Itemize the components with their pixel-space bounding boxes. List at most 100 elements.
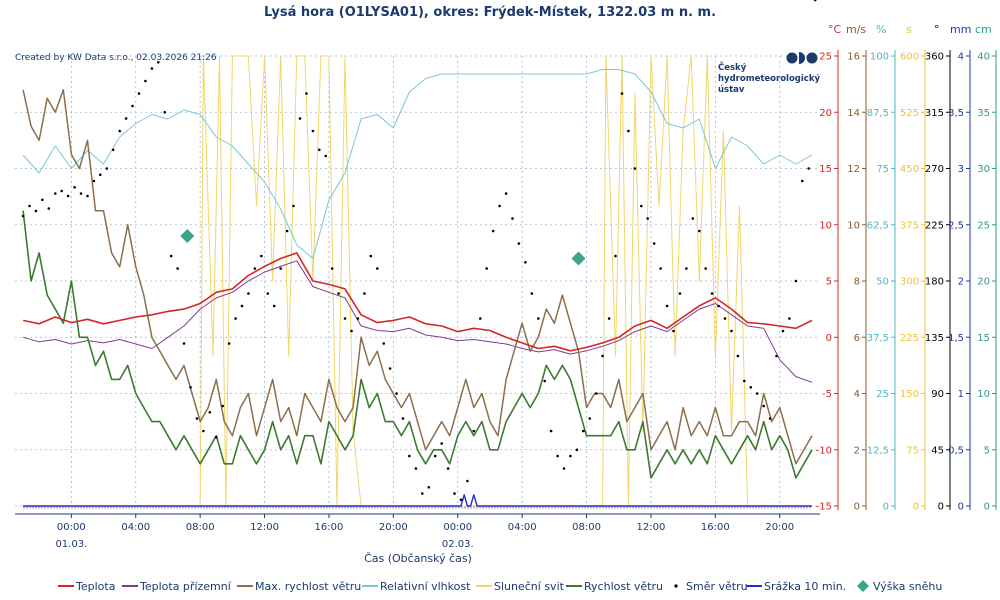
wind-direction-point xyxy=(801,179,804,183)
wind-direction-point xyxy=(768,417,772,420)
wind-direction-point xyxy=(105,167,109,170)
wind-direction-point xyxy=(691,217,695,220)
axis-tick-label-sun: 0 xyxy=(913,502,919,513)
wind-direction-point xyxy=(330,267,334,270)
axis-tick-label-rh: 0 xyxy=(883,502,889,513)
wind-direction-point xyxy=(34,209,38,213)
axis-tick-label-temp: 15 xyxy=(819,164,832,175)
wind-direction-point xyxy=(111,148,115,152)
wind-direction-point xyxy=(427,486,431,489)
wind-direction-point xyxy=(279,267,283,270)
axis-tick-label-precip: 0,5 xyxy=(948,445,964,456)
legend-label: Teplota přízemní xyxy=(139,580,232,593)
wind-direction-point xyxy=(646,217,649,220)
axis-tick-label-dir: 225 xyxy=(925,220,944,231)
wind-direction-point xyxy=(260,254,263,258)
wind-direction-point xyxy=(202,429,205,433)
x-axis-label: Čas (Občanský čas) xyxy=(364,552,472,565)
axis-tick-label-dir: 0 xyxy=(938,502,944,513)
x-tick-label: 04:00 xyxy=(508,522,537,533)
wind-direction-point xyxy=(736,354,740,358)
logo-text-3: ústav xyxy=(718,85,745,95)
wind-direction-point xyxy=(446,467,450,470)
wind-direction-point xyxy=(401,417,405,420)
wind-direction-point xyxy=(253,267,257,270)
wind-direction-point xyxy=(440,442,444,445)
axis-tick-label-dir: 360 xyxy=(925,52,944,63)
series-relativn-vlhkost xyxy=(22,69,813,259)
wind-direction-point xyxy=(665,304,669,308)
wind-direction-point xyxy=(350,329,353,333)
wind-direction-point xyxy=(807,167,810,170)
series-teplota-p-zemn- xyxy=(22,260,813,383)
axis-tick-label-temp: 5 xyxy=(826,277,832,288)
wind-direction-point xyxy=(556,454,559,458)
wind-direction-point xyxy=(678,292,682,295)
axis-tick-label-temp: -15 xyxy=(816,502,832,513)
wind-direction-point xyxy=(395,392,398,395)
wind-direction-point xyxy=(498,204,501,208)
wind-direction-point xyxy=(337,292,340,295)
axis-tick-label-wind: 10 xyxy=(847,220,860,231)
axis-tick-label-snow: 25 xyxy=(977,220,990,231)
axis-tick-label-sun: 450 xyxy=(900,164,919,175)
wind-direction-point xyxy=(247,292,250,295)
axis-tick-label-rh: 62,5 xyxy=(867,220,889,231)
wind-direction-point xyxy=(698,229,701,233)
wind-direction-point xyxy=(794,279,798,283)
wind-direction-point xyxy=(524,261,527,264)
axis-tick-label-precip: 1,5 xyxy=(948,333,964,344)
axis-tick-label-rh: 100 xyxy=(870,52,889,63)
wind-direction-point xyxy=(47,207,51,210)
x-tick-label: 00:00 xyxy=(443,522,472,533)
wind-direction-point xyxy=(221,404,224,408)
wind-direction-point xyxy=(704,267,707,270)
axis-tick-label-snow: 30 xyxy=(977,164,990,175)
wind-direction-point xyxy=(743,379,746,383)
wind-direction-point xyxy=(549,429,553,433)
wind-direction-point xyxy=(504,192,508,195)
axis-tick-label-dir: 135 xyxy=(925,333,944,344)
axis-tick-label-sun: 375 xyxy=(900,220,919,231)
axis-tick-label-temp: 20 xyxy=(819,108,832,119)
wind-direction-point xyxy=(195,417,199,420)
wind-direction-point xyxy=(382,342,386,345)
wind-direction-point xyxy=(118,129,121,133)
axis-tick-label-wind: 16 xyxy=(847,52,860,63)
wind-direction-point xyxy=(601,354,604,358)
wind-direction-point xyxy=(485,267,489,270)
x-tick-label: 20:00 xyxy=(765,522,794,533)
wind-direction-point xyxy=(92,179,96,183)
wind-direction-point xyxy=(215,436,218,439)
wind-direction-point xyxy=(292,204,295,208)
wind-direction-point xyxy=(369,254,373,258)
wind-direction-point xyxy=(234,317,237,320)
axis-tick-label-sun: 525 xyxy=(900,108,919,119)
wind-direction-point xyxy=(562,467,566,470)
wind-direction-point xyxy=(717,304,720,308)
wind-direction-point xyxy=(318,148,321,152)
wind-direction-point xyxy=(79,192,83,195)
wind-direction-point xyxy=(21,214,25,218)
axis-tick-label-temp: 25 xyxy=(819,52,832,63)
axis-tick-label-precip: 2 xyxy=(958,277,964,288)
wind-direction-point xyxy=(266,292,270,295)
snow-depth-point xyxy=(571,251,586,266)
axis-tick-label-sun: 600 xyxy=(900,52,919,63)
axis-tick-label-rh: 75 xyxy=(876,164,889,175)
wind-direction-point xyxy=(710,292,714,295)
chart-title: Lysá hora (O1LYSA01), okres: Frýdek-Míst… xyxy=(264,5,716,20)
wind-direction-point xyxy=(472,429,476,433)
axis-unit-wind: m/s xyxy=(846,23,866,36)
wind-direction-point xyxy=(131,104,134,108)
wind-direction-point xyxy=(66,194,70,198)
axis-tick-label-precip: 2,5 xyxy=(948,220,964,231)
axis-tick-label-precip: 0 xyxy=(958,502,964,513)
x-tick-label: 08:00 xyxy=(572,522,601,533)
axis-tick-label-sun: 150 xyxy=(900,389,919,400)
wind-direction-point xyxy=(685,267,688,270)
legend-swatch xyxy=(674,584,678,588)
wind-direction-point xyxy=(163,111,166,114)
x-axis: 00:00 04:00 08:00 12:00 16:00 20:00 00:00 04:00… xyxy=(55,514,794,550)
